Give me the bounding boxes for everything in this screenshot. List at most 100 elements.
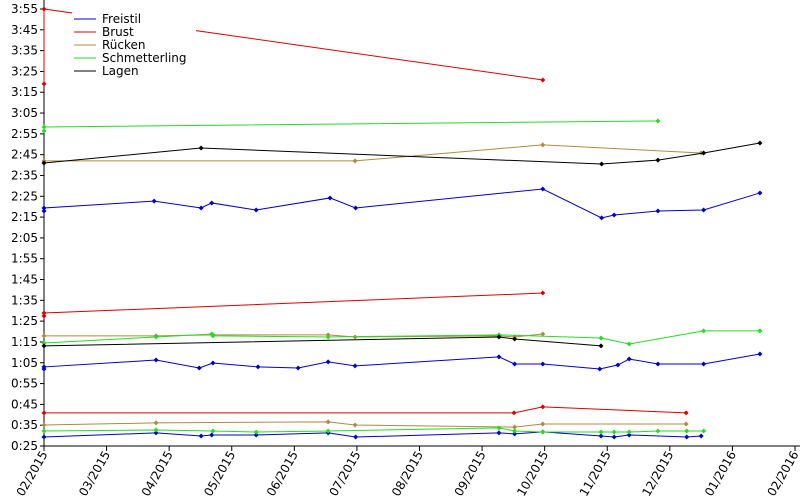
y-tick-label: 1:35 <box>11 293 38 307</box>
data-point <box>757 351 763 357</box>
data-point <box>655 428 661 434</box>
data-point <box>210 428 216 434</box>
data-point <box>701 428 707 434</box>
x-tick-label: 03/2015 <box>76 449 113 499</box>
data-point <box>540 142 546 148</box>
series-line <box>43 353 761 370</box>
series-line <box>44 144 702 162</box>
data-point <box>626 432 632 438</box>
x-tick-label: 01/2016 <box>702 449 739 499</box>
data-point <box>198 205 204 211</box>
data-point <box>599 215 605 221</box>
data-point <box>209 432 215 438</box>
data-point <box>153 427 159 433</box>
x-tick-label: 09/2015 <box>452 449 489 499</box>
data-point <box>198 433 204 439</box>
x-tick-label: 02/2016 <box>765 449 800 499</box>
legend-label: Brust <box>102 25 134 39</box>
data-point <box>597 366 603 372</box>
data-point <box>41 310 47 316</box>
data-point <box>496 430 502 436</box>
data-point <box>325 359 331 365</box>
data-point <box>210 360 216 366</box>
data-point <box>41 364 47 370</box>
data-point <box>684 434 690 440</box>
data-point <box>210 333 216 339</box>
data-point <box>353 434 359 440</box>
data-point <box>655 118 661 124</box>
data-point <box>626 429 632 435</box>
data-point <box>41 205 47 211</box>
series-line <box>43 330 760 345</box>
data-point <box>253 207 259 213</box>
data-point <box>209 200 215 206</box>
data-point <box>598 335 604 341</box>
data-point <box>540 331 546 337</box>
y-tick-label: 3:25 <box>11 64 38 78</box>
legend-label: Schmetterling <box>102 51 187 65</box>
data-point <box>325 334 331 340</box>
y-tick-label: 0:45 <box>11 397 38 411</box>
data-point <box>611 212 617 218</box>
data-point <box>41 343 47 349</box>
data-point <box>325 428 331 434</box>
data-point <box>151 198 157 204</box>
data-point <box>496 334 502 340</box>
data-point <box>598 433 604 439</box>
data-point <box>41 333 47 339</box>
data-point <box>496 425 502 431</box>
data-point <box>611 434 617 440</box>
series-line <box>43 421 687 428</box>
x-tick-label: 10/2015 <box>514 449 551 499</box>
data-point <box>41 313 47 319</box>
data-point <box>701 150 707 156</box>
data-point <box>611 429 617 435</box>
x-tick-label: 04/2015 <box>139 449 176 499</box>
series-line <box>43 120 658 131</box>
data-point <box>255 364 261 370</box>
data-point <box>153 357 159 363</box>
data-point <box>153 420 159 426</box>
data-point <box>327 195 333 201</box>
data-point <box>615 362 621 368</box>
data-point <box>352 422 358 428</box>
x-tick-label: 08/2015 <box>389 449 426 499</box>
y-tick-label: 0:55 <box>11 377 38 391</box>
data-point <box>41 422 47 428</box>
data-point <box>325 419 331 425</box>
data-point <box>41 410 47 416</box>
data-point <box>626 356 632 362</box>
data-point <box>352 158 358 164</box>
data-point <box>598 343 604 349</box>
y-tick-label: 0:35 <box>11 418 38 432</box>
y-tick-label: 3:15 <box>11 85 38 99</box>
data-point <box>698 433 704 439</box>
data-point <box>512 361 518 367</box>
data-point <box>511 410 517 416</box>
legend-label: Lagen <box>102 64 139 78</box>
y-tick-label: 3:05 <box>11 106 38 120</box>
data-point <box>41 428 47 434</box>
data-point <box>41 160 47 166</box>
data-point <box>598 429 604 435</box>
data-point <box>540 361 546 367</box>
data-point <box>701 328 707 334</box>
y-tick-label: 2:15 <box>11 210 38 224</box>
series-line <box>44 333 543 338</box>
data-point <box>512 428 518 434</box>
data-point <box>626 341 632 347</box>
data-point <box>540 77 546 83</box>
y-tick-label: 0:25 <box>11 439 38 453</box>
data-point <box>683 421 689 427</box>
data-point <box>655 361 661 367</box>
data-point <box>701 361 707 367</box>
data-point <box>295 365 301 371</box>
series-line <box>43 427 704 433</box>
data-point <box>757 328 763 334</box>
data-point <box>540 404 546 410</box>
data-point <box>353 205 359 211</box>
x-tick-label: 11/2015 <box>577 449 614 499</box>
data-point <box>41 128 47 134</box>
data-point <box>253 432 259 438</box>
